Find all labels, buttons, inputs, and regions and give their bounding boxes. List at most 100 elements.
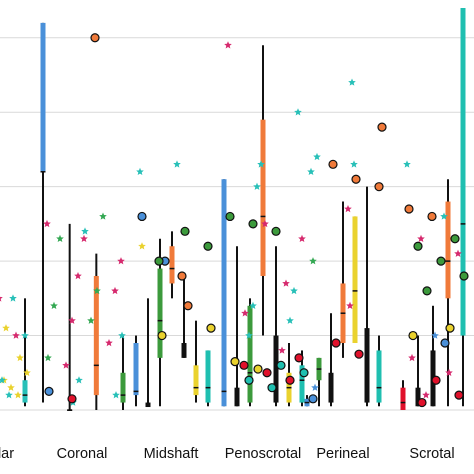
box-body [376,350,382,403]
outlier-circle-scrotal-5 [459,271,469,281]
outlier-star-penoscrotal-4 [294,108,302,116]
outlier-star-scrotal-6 [445,368,453,377]
group-scrotal [400,8,469,410]
outlier-circle-scrotal-9 [431,375,441,385]
outlier-star-perineal-2 [309,257,317,265]
outlier-circle-midshaft-6 [203,241,213,251]
outlier-star-glandular-7 [14,391,22,399]
box-penoscrotal-4 [273,246,279,407]
outlier-circle-penoscrotal-8 [253,364,263,374]
outlier-star-coronal-11 [50,301,58,310]
outlier-star-coronal-14 [81,227,89,235]
outlier-circle-penoscrotal-10 [299,368,309,378]
outlier-star-penoscrotal-11 [241,309,249,317]
box-body [22,380,28,403]
outlier-star-coronal-17 [112,391,120,399]
box-midshaft-5 [193,320,199,403]
box-perineal-3 [340,201,346,358]
category-label-5: Scrotal [409,446,454,462]
box-perineal-4 [352,216,358,343]
outlier-star-glandular-4 [23,368,31,377]
box-midshaft-4 [181,276,187,358]
outlier-star-glandular-0 [0,296,3,302]
outlier-star-scrotal-4 [431,331,439,339]
outlier-circle-scrotal-1 [427,211,437,222]
box-body [40,22,46,172]
outlier-star-coronal-10 [93,286,101,295]
outlier-circle-penoscrotal-5 [262,368,272,378]
outlier-star-perineal-0 [307,167,315,176]
outlier-circle-penoscrotal-9 [276,360,286,370]
box-midshaft-6 [205,350,211,407]
outlier-star-penoscrotal-5 [253,182,261,190]
outlier-circle-perineal-1 [331,338,341,348]
group-glandular [0,294,31,407]
outlier-circle-midshaft-7 [154,256,164,266]
outlier-star-coronal-4 [111,286,119,295]
box-body [445,201,451,299]
group-coronal [40,22,126,411]
group-perineal [304,78,387,407]
box-body [133,343,139,396]
outlier-circle-penoscrotal-4 [239,360,249,370]
box-penoscrotal-1 [234,246,240,407]
outlier-star-coronal-16 [75,376,83,384]
outlier-circle-scrotal-3 [413,241,423,251]
outlier-circle-scrotal-10 [454,390,464,400]
outlier-star-coronal-7 [62,361,70,369]
box-body [145,402,151,407]
outlier-star-penoscrotal-6 [290,286,298,295]
box-body [234,387,240,407]
outlier-star-penoscrotal-10 [282,279,290,287]
outlier-circle-scrotal-6 [422,286,432,296]
box-midshaft-0 [133,335,139,407]
outlier-circle-scrotal-2 [450,234,460,244]
outlier-circle-scrotal-11 [417,397,427,408]
box-body [157,268,163,358]
outlier-circle-scrotal-8 [408,330,418,341]
box-body [299,365,305,403]
outlier-star-perineal-5 [348,78,356,86]
outlier-circle-coronal-2 [90,33,100,43]
box-scrotal-1 [415,335,421,407]
outlier-circle-midshaft-5 [180,226,190,236]
outlier-star-glandular-11 [12,331,20,339]
outlier-star-scrotal-1 [440,212,448,220]
outlier-star-midshaft-1 [173,160,181,168]
outlier-star-perineal-3 [346,301,354,310]
box-perineal-6 [376,335,382,407]
outlier-circle-scrotal-7 [445,323,455,333]
outlier-star-penoscrotal-0 [224,41,232,49]
box-coronal-1 [67,223,73,411]
outlier-circle-perineal-2 [354,349,364,359]
outlier-star-perineal-1 [344,205,352,213]
category-labels: lar Coronal Midshaft Penoscrotal Perineal Scr… [0,446,455,462]
outlier-star-penoscrotal-9 [245,331,253,339]
outlier-circle-perineal-6 [374,182,384,192]
category-label-0: lar [0,446,14,462]
outlier-star-coronal-15 [118,331,126,339]
outlier-star-penoscrotal-8 [286,316,294,324]
box-body [93,276,99,396]
box-perineal-1 [316,357,322,407]
outlier-circle-penoscrotal-11 [244,375,254,385]
outlier-star-glandular-1 [2,324,10,332]
outlier-circle-penoscrotal-12 [267,383,277,393]
group-midshaft [133,160,216,408]
outlier-circle-perineal-4 [328,159,338,169]
outlier-star-scrotal-3 [454,249,462,257]
box-groups [0,8,469,411]
box-body [460,8,466,336]
outlier-circle-midshaft-0 [137,211,147,222]
box-midshaft-3 [169,231,175,299]
outlier-circle-scrotal-0 [404,204,414,214]
box-scrotal-3 [445,179,451,407]
outlier-circle-midshaft-3 [206,323,216,333]
outlier-circle-coronal-0 [44,386,54,396]
outlier-star-glandular-10 [5,391,13,399]
box-scrotal-0 [400,380,406,410]
outlier-star-coronal-2 [117,257,125,265]
box-midshaft-1 [145,298,151,408]
outlier-star-glandular-9 [0,376,6,384]
